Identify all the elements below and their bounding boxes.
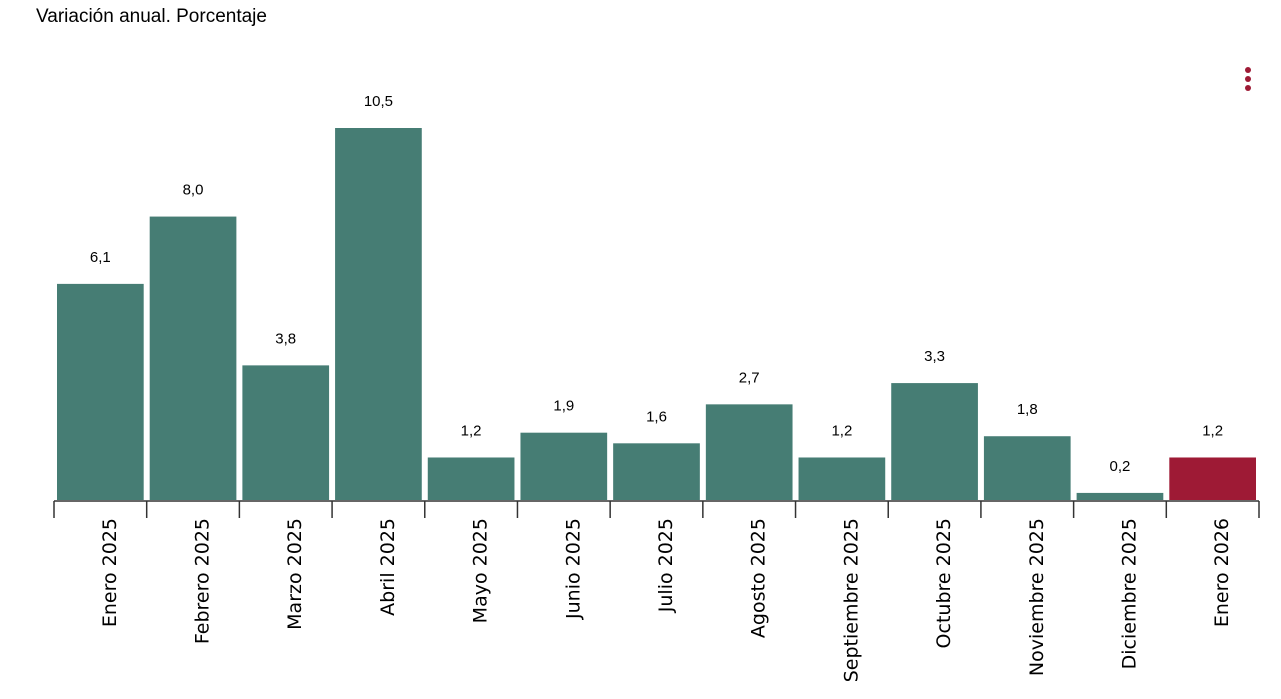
bar [891, 383, 978, 500]
value-label: 6,1 [90, 249, 111, 266]
value-label: 1,2 [461, 422, 482, 439]
value-label: 3,8 [275, 330, 296, 347]
value-label: 1,2 [1202, 422, 1223, 439]
bar [1169, 457, 1256, 500]
bar [242, 365, 330, 500]
value-label: 1,6 [646, 408, 667, 425]
x-tick-label: Mayo 2025 [470, 518, 492, 623]
bar [1076, 492, 1164, 500]
x-tick-label: Enero 2025 [99, 518, 121, 627]
x-tick-label: Diciembre 2025 [1118, 518, 1140, 669]
value-label: 1,9 [553, 398, 574, 415]
value-label: 10,5 [364, 93, 393, 110]
bar [57, 283, 144, 500]
menu-dot [1245, 76, 1251, 82]
bar [149, 216, 237, 501]
x-tick-label: Agosto 2025 [748, 518, 770, 638]
bar [335, 128, 422, 500]
x-tick-label: Septiembre 2025 [840, 518, 862, 682]
x-tick-label: Marzo 2025 [284, 518, 306, 630]
menu-dot [1245, 85, 1251, 91]
x-tick-label: Abril 2025 [377, 518, 399, 616]
value-label: 8,0 [183, 182, 204, 199]
bar [705, 404, 793, 500]
value-label: 0,2 [1110, 458, 1131, 475]
value-label: 2,7 [739, 369, 760, 386]
bar [613, 443, 700, 500]
bar [520, 432, 608, 500]
x-tick-label: Junio 2025 [562, 518, 584, 620]
bar [798, 457, 886, 500]
x-tick-label: Octubre 2025 [933, 518, 955, 648]
menu-button[interactable] [1245, 67, 1251, 91]
x-tick-label: Febrero 2025 [192, 518, 214, 644]
x-tick-label: Julio 2025 [655, 518, 677, 613]
chart-title: Variación anual. Porcentaje [36, 6, 267, 27]
bar [427, 457, 515, 500]
value-label: 1,2 [831, 422, 852, 439]
x-tick-label: Enero 2026 [1211, 518, 1233, 627]
menu-dot [1245, 67, 1251, 73]
bar [983, 436, 1071, 500]
value-label: 3,3 [924, 348, 945, 365]
value-label: 1,8 [1017, 401, 1038, 418]
x-tick-label: Noviembre 2025 [1026, 518, 1048, 676]
